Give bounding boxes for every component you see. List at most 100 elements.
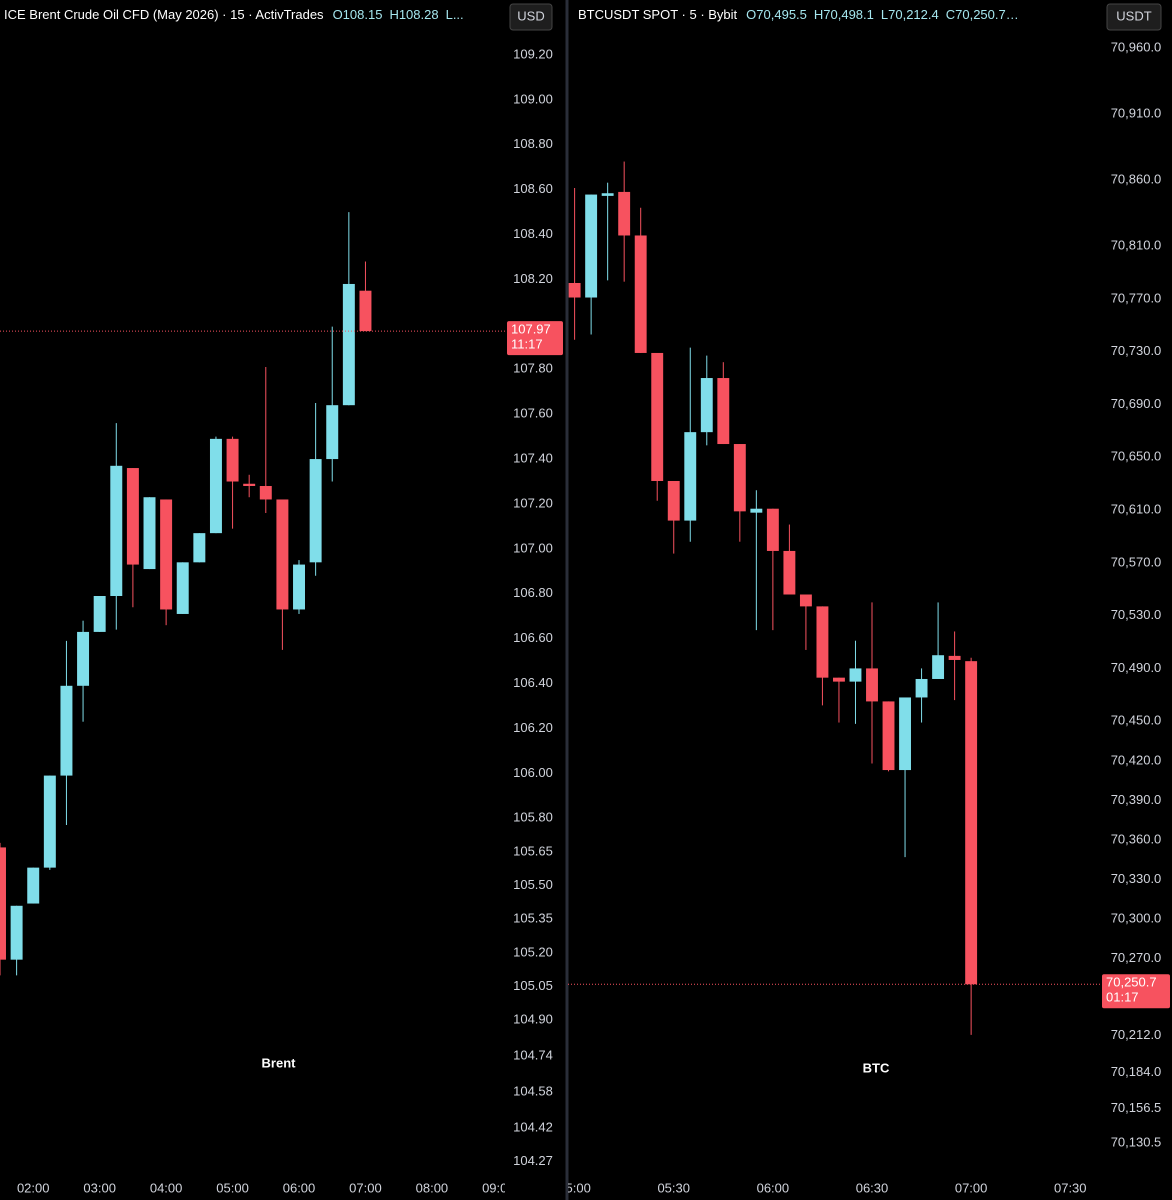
chart-header: BTCUSDT SPOT · 5 · Bybit O70,495.5 H70,498… — [578, 7, 1019, 22]
candle-body — [833, 677, 845, 682]
y-tick-label: 108.60 — [513, 181, 553, 196]
candle-body — [783, 550, 796, 595]
y-tick-label: 104.74 — [513, 1048, 553, 1063]
candle-body — [243, 483, 256, 487]
chart-panel — [0, 212, 505, 976]
y-tick-label: 105.50 — [513, 877, 553, 892]
y-tick-label: 106.20 — [513, 720, 553, 735]
ohlc-label: H70,498.1 — [814, 7, 874, 22]
currency-button — [509, 3, 553, 31]
y-tick-label: 106.40 — [513, 675, 553, 690]
symbol-annotation: BTC — [863, 1060, 890, 1075]
candle-body — [948, 655, 961, 660]
y-tick-label: 107.80 — [513, 361, 553, 376]
y-tick-label: 70,650.0 — [1111, 449, 1162, 464]
y-tick-label: 70,270.0 — [1111, 950, 1162, 965]
symbol-annotation: Brent — [262, 1055, 297, 1070]
candle-body — [568, 282, 581, 298]
ohlc-label: C70,250.7… — [946, 7, 1019, 22]
candle-body — [849, 668, 862, 682]
candle-body — [684, 432, 697, 521]
currency-label: USD — [517, 8, 544, 23]
y-tick-label: 70,300.0 — [1111, 911, 1162, 926]
candle-body — [93, 595, 106, 632]
y-tick-label: 108.20 — [513, 271, 553, 286]
y-tick-label: 70,570.0 — [1111, 554, 1162, 569]
ohlc-label: O70,495.5 — [746, 7, 807, 22]
y-tick-label: 70,690.0 — [1111, 396, 1162, 411]
candle-body — [618, 191, 631, 236]
y-tick-label: 70,130.5 — [1111, 1134, 1162, 1149]
candle-body — [326, 405, 339, 460]
ohlc-label: L... — [446, 7, 464, 22]
x-tick-label: 07:30 — [1054, 1180, 1087, 1195]
candle-body — [43, 775, 56, 868]
x-axis: 02:00 03:00 04:00 05:00 06:00 07:00 08:00 09:00 — [17, 1180, 515, 1195]
countdown-label: 01:17 — [1106, 990, 1139, 1005]
y-tick-label: 106.00 — [513, 765, 553, 780]
candle-body — [585, 194, 598, 298]
y-tick-label: 107.00 — [513, 540, 553, 555]
candle-body — [342, 283, 355, 406]
y-tick-label: 70,730.0 — [1111, 343, 1162, 358]
y-tick-label: 70,530.0 — [1111, 607, 1162, 622]
y-tick-label: 109.00 — [513, 91, 553, 106]
candle-body — [110, 465, 123, 596]
candle-body — [799, 594, 812, 607]
candle-body — [882, 701, 895, 771]
x-tick-label: 04:00 — [150, 1180, 183, 1195]
y-tick-label: 108.80 — [513, 136, 553, 151]
ohlc-label: H108.28 — [389, 7, 438, 22]
candle-body — [601, 193, 614, 196]
candle-body — [634, 235, 647, 353]
x-tick-label: 05:30 — [657, 1180, 690, 1195]
y-tick-label: 70,420.0 — [1111, 752, 1162, 767]
candle-body — [77, 631, 90, 686]
chart-title: BTCUSDT SPOT · 5 · Bybit — [578, 7, 738, 22]
y-tick-label: 70,810.0 — [1111, 237, 1162, 252]
candle-body — [717, 378, 730, 445]
y-tick-label: 106.60 — [513, 630, 553, 645]
currency-label: USDT — [1116, 8, 1151, 23]
y-tick-label: 107.20 — [513, 495, 553, 510]
candle-body — [915, 678, 928, 698]
x-tick-label: 09:00 — [482, 1180, 515, 1195]
candle-body — [27, 867, 40, 904]
y-tick-label: 105.05 — [513, 978, 553, 993]
y-tick-label: 109.20 — [513, 46, 553, 61]
y-tick-label: 70,770.0 — [1111, 290, 1162, 305]
candle-body — [276, 499, 289, 610]
y-tick-label: 106.80 — [513, 585, 553, 600]
y-tick-label: 105.65 — [513, 843, 553, 858]
y-tick-label: 70,390.0 — [1111, 792, 1162, 807]
y-tick-label: 104.90 — [513, 1012, 553, 1027]
candle-body — [899, 697, 911, 771]
x-tick-label: 07:00 — [955, 1180, 988, 1195]
candle-body — [667, 480, 680, 521]
candle-body — [10, 905, 23, 960]
candle-body — [126, 468, 139, 565]
y-tick-label: 107.60 — [513, 406, 553, 421]
y-tick-label: 70,156.5 — [1111, 1100, 1162, 1115]
candle-body — [816, 606, 829, 678]
candle-body — [750, 508, 763, 513]
ohlc-label: O108.15 — [333, 7, 383, 22]
x-tick-label: 03:00 — [83, 1180, 116, 1195]
y-tick-label: 105.35 — [513, 911, 553, 926]
x-tick-label: 05:00 — [558, 1180, 591, 1195]
candle-body — [209, 438, 222, 534]
y-tick-label: 70,212.0 — [1111, 1027, 1162, 1042]
chart-panel — [568, 161, 1100, 1035]
last-price-box — [507, 321, 563, 356]
countdown-label: 11:17 — [511, 337, 543, 352]
candle-body — [733, 444, 746, 512]
y-tick-label: 108.40 — [513, 226, 553, 241]
candle-body — [766, 508, 779, 551]
candle-body — [193, 533, 206, 563]
y-tick-label: 105.20 — [513, 944, 553, 959]
y-tick-label: 70,330.0 — [1111, 871, 1162, 886]
chart-header: ICE Brent Crude Oil CFD (May 2026) · 15 … — [4, 7, 464, 22]
y-tick-label: 70,450.0 — [1111, 713, 1162, 728]
